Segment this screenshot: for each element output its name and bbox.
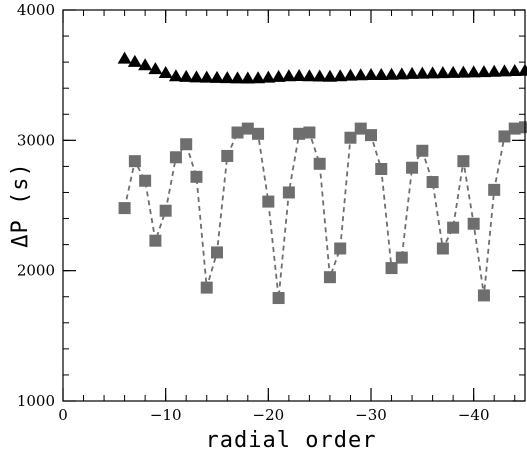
triangle-point bbox=[374, 67, 389, 80]
square-point bbox=[334, 242, 347, 255]
x-tick-label: −10 bbox=[150, 406, 182, 424]
triangle-point bbox=[384, 67, 399, 80]
square-point bbox=[252, 127, 265, 140]
triangle-point bbox=[415, 66, 430, 79]
square-point bbox=[467, 217, 480, 230]
square-point bbox=[447, 221, 460, 234]
square-point bbox=[313, 157, 326, 170]
square-point bbox=[344, 131, 357, 144]
series-line bbox=[123, 126, 526, 299]
triangle-point bbox=[271, 69, 286, 82]
square-point bbox=[169, 151, 182, 164]
square-point bbox=[200, 281, 213, 294]
square-point bbox=[272, 292, 285, 305]
triangle-point bbox=[507, 64, 522, 77]
triangle-point bbox=[168, 69, 183, 82]
x-tick-label: −20 bbox=[253, 406, 285, 424]
ticks bbox=[62, 9, 525, 402]
triangle-point bbox=[230, 71, 245, 84]
square-point bbox=[241, 122, 254, 135]
square-point bbox=[365, 129, 377, 142]
square-point bbox=[385, 262, 398, 275]
triangle-point bbox=[189, 70, 204, 83]
square-point bbox=[231, 126, 244, 139]
square-point bbox=[488, 183, 501, 196]
square-point bbox=[426, 176, 439, 189]
square-point bbox=[180, 138, 193, 151]
square-point bbox=[498, 130, 511, 143]
plot-frame bbox=[62, 9, 526, 402]
triangle-point bbox=[333, 69, 348, 82]
triangle-point bbox=[394, 67, 409, 80]
triangle-point bbox=[466, 65, 481, 78]
y-axis-label: ΔP (s) bbox=[8, 162, 33, 247]
square-point bbox=[354, 122, 367, 135]
square-point bbox=[118, 202, 131, 215]
triangle-point bbox=[261, 70, 276, 83]
triangle-point bbox=[446, 65, 461, 78]
square-point bbox=[406, 161, 419, 174]
square-point bbox=[416, 144, 429, 157]
square-point bbox=[303, 126, 316, 139]
square-point bbox=[508, 122, 521, 135]
y-tick-label: 2000 bbox=[17, 262, 55, 280]
series-lines bbox=[123, 126, 526, 299]
x-tick-label: −40 bbox=[458, 406, 490, 424]
y-tick-label: 4000 bbox=[17, 1, 55, 19]
triangle-point bbox=[435, 66, 450, 79]
x-axis-label: radial order bbox=[206, 428, 377, 453]
square-point bbox=[293, 127, 306, 140]
y-tick-label: 3000 bbox=[17, 131, 55, 149]
square-point bbox=[262, 195, 275, 208]
triangle-point bbox=[518, 63, 527, 76]
square-point bbox=[477, 289, 490, 302]
triangle-point bbox=[148, 62, 163, 75]
triangle-point bbox=[199, 70, 214, 83]
triangle-point bbox=[220, 71, 235, 84]
square-point bbox=[395, 251, 408, 264]
triangle-point bbox=[281, 69, 296, 82]
square-point bbox=[375, 163, 388, 176]
square-point bbox=[519, 121, 527, 134]
square-point bbox=[323, 271, 336, 284]
triangle-point bbox=[405, 66, 420, 79]
triangle-point bbox=[487, 64, 502, 77]
triangle-point bbox=[343, 68, 358, 81]
tick-labels: 0 −10 −20 −30 −40 1000 2000 3000 4000 bbox=[17, 1, 490, 424]
y-tick-label: 1000 bbox=[17, 392, 55, 410]
triangle-point bbox=[312, 69, 327, 82]
triangle-point bbox=[138, 58, 153, 71]
triangle-point bbox=[497, 64, 512, 77]
square-point bbox=[211, 246, 223, 259]
triangle-point bbox=[127, 54, 142, 67]
triangle-point bbox=[425, 66, 440, 79]
triangle-point bbox=[240, 71, 255, 84]
square-point bbox=[190, 170, 203, 183]
triangle-point bbox=[210, 70, 224, 83]
square-point bbox=[457, 155, 470, 168]
x-tick-label: 0 bbox=[58, 406, 68, 424]
square-point bbox=[139, 174, 152, 187]
triangle-point bbox=[476, 65, 491, 78]
square-point bbox=[128, 155, 141, 168]
triangle-point bbox=[322, 69, 337, 82]
square-point bbox=[149, 234, 162, 247]
triangle-point bbox=[158, 66, 173, 79]
triangle-point bbox=[117, 51, 132, 64]
square-point bbox=[282, 186, 295, 199]
square-point bbox=[436, 242, 449, 255]
triangle-point bbox=[456, 65, 471, 78]
triangle-point bbox=[251, 71, 266, 84]
markers bbox=[117, 51, 527, 305]
triangle-point bbox=[302, 69, 317, 82]
triangle-point bbox=[353, 68, 368, 81]
triangle-point bbox=[179, 69, 194, 82]
square-point bbox=[221, 149, 234, 162]
x-tick-label: −30 bbox=[355, 406, 387, 424]
square-point bbox=[159, 204, 172, 217]
triangle-point bbox=[364, 67, 378, 80]
triangle-point bbox=[292, 69, 307, 82]
